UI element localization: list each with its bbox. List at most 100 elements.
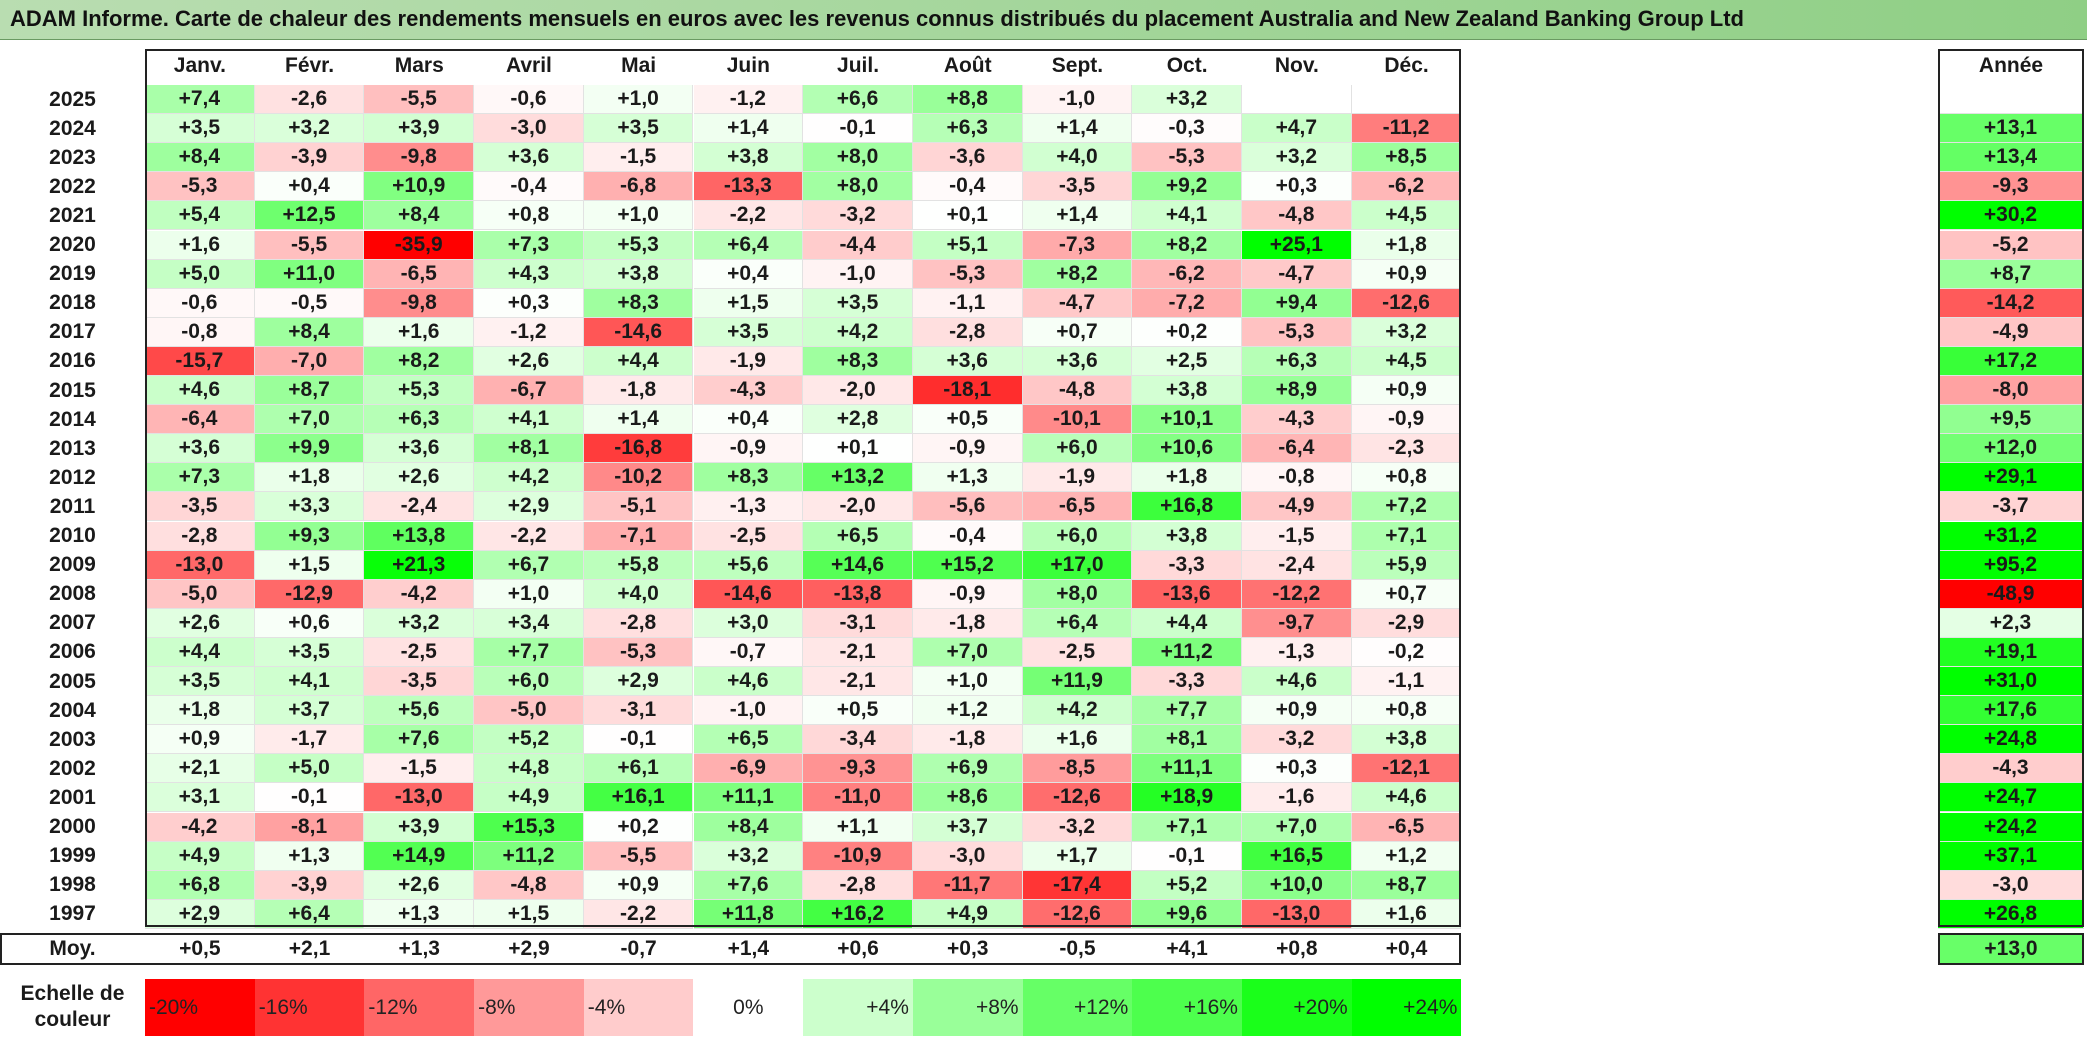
heatmap-cell: +1,4 <box>693 114 804 144</box>
heatmap-cell: -1,7 <box>254 725 365 755</box>
heatmap-cell: +8,7 <box>254 376 365 406</box>
heatmap-cell: -1,0 <box>1022 85 1133 115</box>
average-annual-cell: +13,0 <box>1938 932 2084 965</box>
heatmap-cell: -0,7 <box>693 637 804 667</box>
color-scale-swatch: +4% <box>803 979 913 1036</box>
heatmap-cell: +3,5 <box>145 114 255 144</box>
year-label: 2017 <box>49 320 96 344</box>
year-label: 2018 <box>49 291 96 315</box>
heatmap-cell: +4,3 <box>474 259 584 289</box>
heatmap-cell: -2,8 <box>583 608 694 638</box>
heatmap-cell: -4,3 <box>693 376 804 406</box>
heatmap-cell: +17,0 <box>1022 550 1133 580</box>
heatmap-cell: -5,0 <box>474 696 584 726</box>
heatmap-cell: -0,2 <box>1351 637 1462 667</box>
heatmap-cell: -5,3 <box>1242 317 1352 347</box>
heatmap-cell: +8,1 <box>1132 725 1242 755</box>
heatmap-cell: -2,1 <box>803 637 913 667</box>
heatmap-cell: +2,5 <box>1132 346 1242 376</box>
heatmap-cell: -5,3 <box>912 259 1023 289</box>
color-scale-label-text: Echelle de couleur <box>20 982 125 1031</box>
heatmap-cell: -6,5 <box>1022 492 1133 522</box>
heatmap-cell: +7,7 <box>1132 696 1242 726</box>
heatmap-cell: -2,5 <box>364 637 475 667</box>
heatmap-cell: +1,5 <box>474 899 584 929</box>
heatmap-cell: +3,8 <box>1132 521 1242 551</box>
heatmap-cell: +3,8 <box>583 259 694 289</box>
heatmap-cell <box>1351 85 1462 115</box>
heatmap-cell: -13,8 <box>803 579 913 609</box>
color-scale-label: Echelle de couleur <box>0 978 145 1036</box>
heatmap-cell: -6,5 <box>1351 812 1462 842</box>
year-label: 2000 <box>49 815 96 839</box>
heatmap-cell: -0,8 <box>1242 463 1352 493</box>
chart-title: ADAM Informe. Carte de chaleur des rende… <box>10 6 1744 31</box>
average-label: Moy. <box>49 936 96 960</box>
heatmap-cell: +1,8 <box>1132 463 1242 493</box>
heatmap-cell: +8,4 <box>145 143 255 173</box>
heatmap-cell: +0,5 <box>803 696 913 726</box>
heatmap-cell: +3,5 <box>803 288 913 318</box>
heatmap-cell: +1,8 <box>254 463 365 493</box>
heatmap-cell: +9,6 <box>1132 899 1242 929</box>
heatmap-cell: +7,7 <box>474 637 584 667</box>
heatmap-cell: -3,9 <box>254 870 365 900</box>
annual-cell: +24,2 <box>1938 812 2084 842</box>
annual-cell: +19,1 <box>1938 637 2084 667</box>
heatmap-cell: +5,8 <box>583 550 694 580</box>
heatmap-cell: +3,5 <box>145 667 255 697</box>
heatmap-cell: +3,0 <box>693 608 804 638</box>
heatmap-cell: +4,2 <box>474 463 584 493</box>
annual-cell: +17,2 <box>1938 346 2084 376</box>
heatmap-cell: -2,3 <box>1351 434 1462 464</box>
average-cell: +0,5 <box>179 936 221 960</box>
annual-cell: -5,2 <box>1938 230 2084 260</box>
year-label: 1998 <box>49 873 96 897</box>
heatmap-cell: +25,1 <box>1242 230 1352 260</box>
heatmap-cell: -3,4 <box>803 725 913 755</box>
heatmap-cell: +4,9 <box>912 899 1023 929</box>
heatmap-cell: +1,3 <box>364 899 475 929</box>
heatmap-cell: +7,6 <box>693 870 804 900</box>
heatmap-cell: +4,6 <box>1242 667 1352 697</box>
heatmap-cell: +16,1 <box>583 783 694 813</box>
heatmap-cell: -3,0 <box>474 114 584 144</box>
heatmap-cell: +4,9 <box>474 783 584 813</box>
heatmap-cell: -5,1 <box>583 492 694 522</box>
heatmap-cell: +0,1 <box>803 434 913 464</box>
heatmap-cell: +6,9 <box>912 754 1023 784</box>
heatmap-cell: +4,8 <box>474 754 584 784</box>
heatmap-cell: +8,7 <box>1351 870 1462 900</box>
month-header: Juin <box>726 54 770 77</box>
heatmap-cell: +3,5 <box>693 317 804 347</box>
heatmap-cell: -3,2 <box>1022 812 1133 842</box>
year-label: 2005 <box>49 669 96 693</box>
heatmap-cell: -2,2 <box>693 201 804 231</box>
heatmap-cell: +1,6 <box>364 317 475 347</box>
average-cell: +4,1 <box>1166 936 1208 960</box>
heatmap-cell: +3,1 <box>145 783 255 813</box>
heatmap-cell: -1,5 <box>1242 521 1352 551</box>
heatmap-cell: +11,2 <box>1132 637 1242 667</box>
heatmap-cell: +3,6 <box>364 434 475 464</box>
average-cell: +2,9 <box>508 936 550 960</box>
heatmap-cell: +4,7 <box>1242 114 1352 144</box>
heatmap-cell: +6,3 <box>1242 346 1352 376</box>
heatmap-cell: +5,3 <box>364 376 475 406</box>
heatmap-cell: +1,3 <box>912 463 1023 493</box>
heatmap-cell: -3,2 <box>1242 725 1352 755</box>
color-scale-swatch: -8% <box>474 979 584 1036</box>
heatmap-cell: +0,1 <box>912 201 1023 231</box>
heatmap-cell: -0,6 <box>145 288 255 318</box>
heatmap-cell: -0,9 <box>912 579 1023 609</box>
annual-cell: -4,3 <box>1938 754 2084 784</box>
heatmap-cell: +3,6 <box>912 346 1023 376</box>
heatmap-cell: -5,3 <box>1132 143 1242 173</box>
heatmap-cell: -1,8 <box>912 725 1023 755</box>
heatmap-cell: -5,5 <box>364 85 475 115</box>
heatmap-cell: +8,4 <box>693 812 804 842</box>
title-bar: ADAM Informe. Carte de chaleur des rende… <box>0 0 2087 40</box>
heatmap-cell: +4,4 <box>1132 608 1242 638</box>
heatmap-cell: +4,5 <box>1351 346 1462 376</box>
annual-cell <box>1938 85 2084 115</box>
